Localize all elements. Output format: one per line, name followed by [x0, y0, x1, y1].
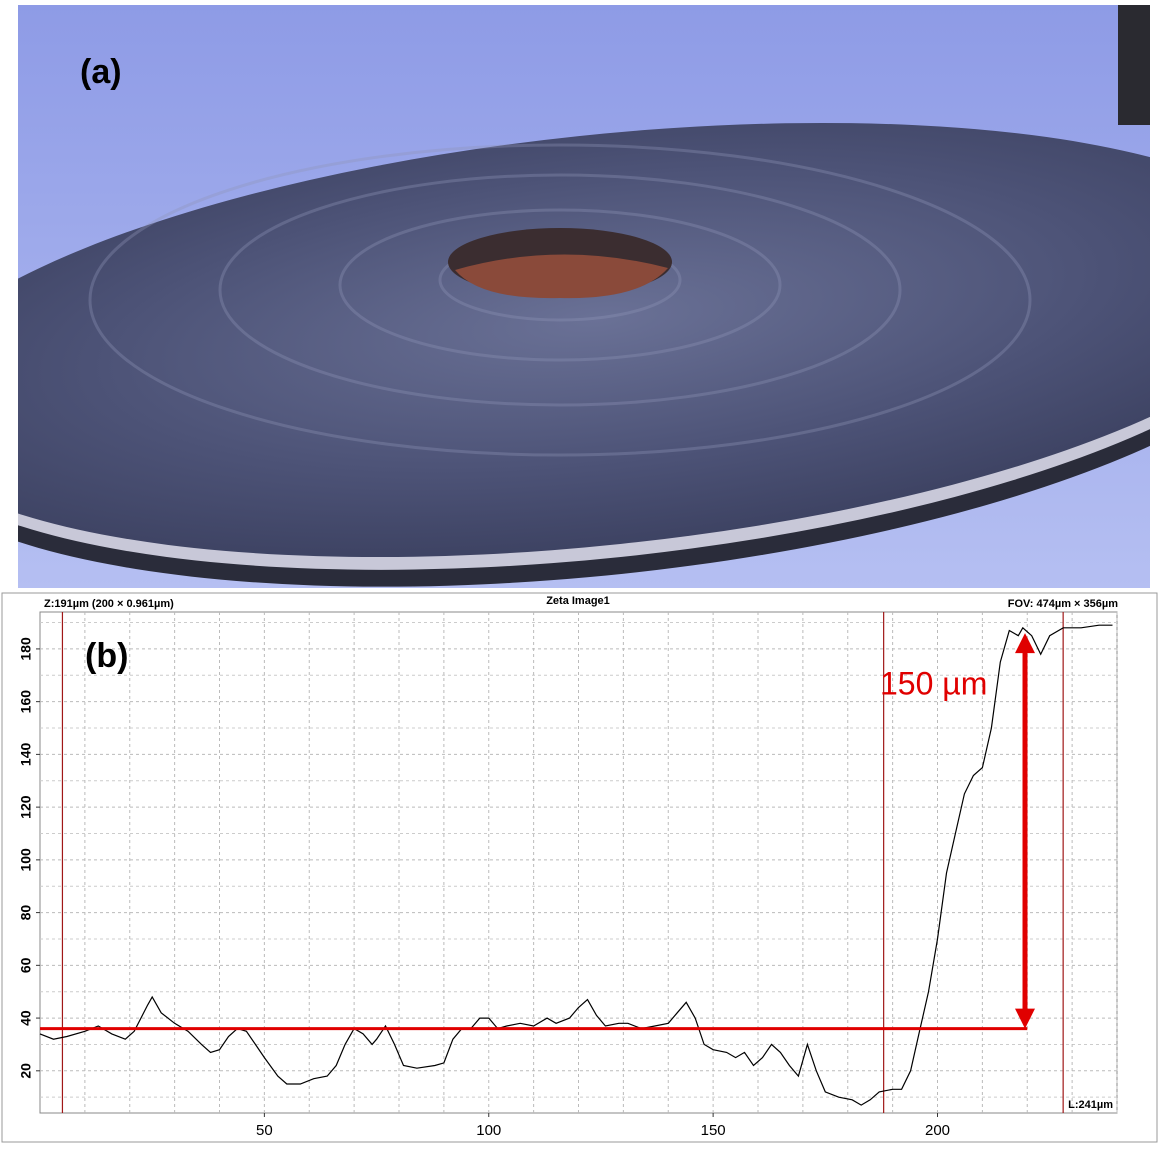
arrow-head	[1015, 633, 1036, 654]
y-tick-label: 180	[18, 637, 34, 661]
panel-label: (a)	[80, 53, 122, 91]
y-tick-label: 80	[18, 905, 34, 921]
x-tick-label: 200	[925, 1122, 950, 1139]
x-tick-label: 100	[476, 1122, 501, 1139]
panel-label: (b)	[85, 637, 128, 675]
y-tick-label: 100	[18, 848, 34, 872]
arrow-head	[1015, 1008, 1036, 1029]
header-left: Z:191µm (200 × 0.961µm)	[44, 598, 174, 610]
y-tick-label: 60	[18, 957, 34, 973]
chart-title: Zeta Image1	[546, 595, 610, 607]
x-tick-label: 50	[256, 1122, 273, 1139]
y-tick-label: 40	[18, 1010, 34, 1026]
length-label: L:241µm	[1068, 1099, 1113, 1111]
header-right: FOV: 474µm × 356µm	[1008, 598, 1118, 610]
y-tick-label: 120	[18, 795, 34, 819]
y-tick-label: 160	[18, 690, 34, 714]
y-tick-label: 140	[18, 742, 34, 766]
chart: 20 40 60 80 100 120 140 160 180 50 100 150 200 Z:191µ…	[18, 595, 1119, 1139]
y-tick-label: 20	[18, 1063, 34, 1079]
arrow-label: 150 µm	[880, 665, 987, 701]
x-tick-label: 150	[701, 1122, 726, 1139]
photo	[18, 5, 1150, 588]
